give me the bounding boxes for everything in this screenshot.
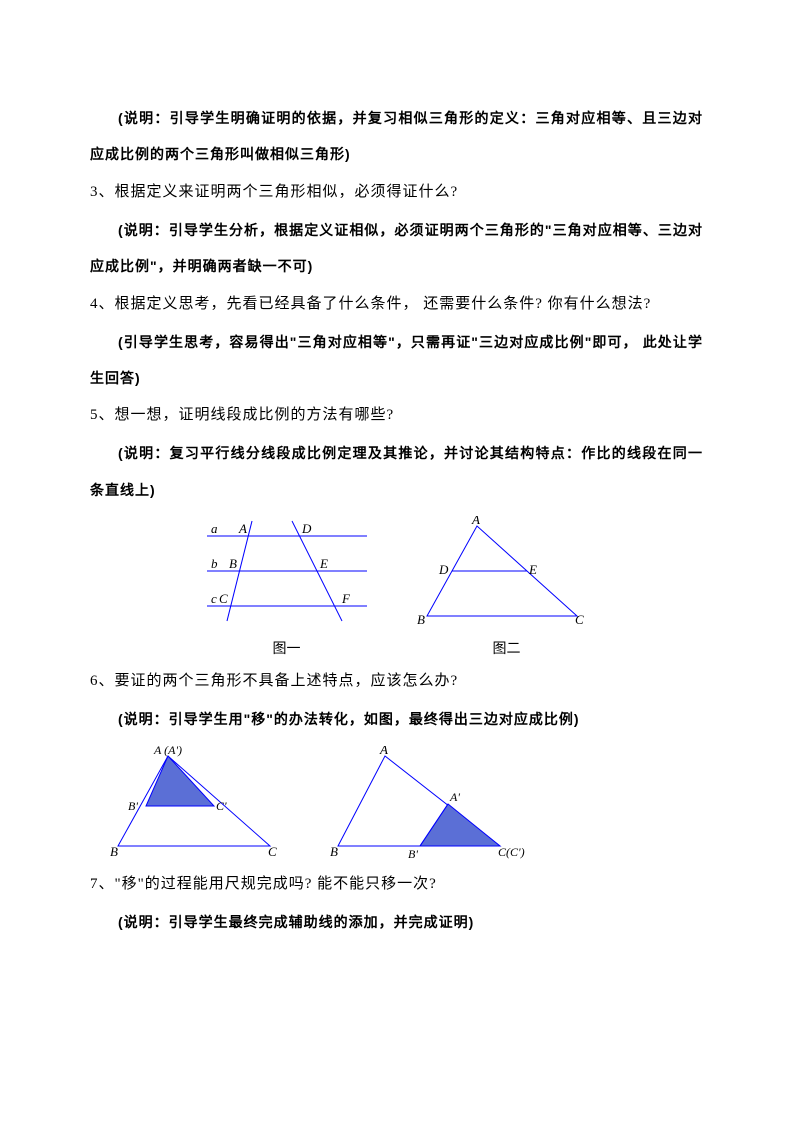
item-6: 6、要证的两个三角形不具备上述特点，应该怎么办?	[90, 662, 703, 701]
label-b: b	[211, 556, 218, 571]
label-B2: B	[417, 612, 425, 627]
figure-2: A B C D E 图二	[417, 516, 597, 658]
label-B4: B	[330, 844, 338, 859]
label-C: C	[219, 591, 228, 606]
label-Ap: A'	[449, 790, 460, 804]
note-3: (引导学生思考，容易得出"三角对应相等"，只需再证"三边对应成比例"即可， 此处…	[90, 324, 703, 397]
label-D2: D	[438, 562, 449, 577]
figure-row-1: a b c A D B E C F 图一 A B C D E	[90, 516, 703, 658]
note-4: (说明：复习平行线分线段成比例定理及其推论，并讨论其结构特点：作比的线段在同一条…	[90, 435, 703, 508]
note-2: (说明：引导学生分析，根据定义证相似，必须证明两个三角形的"三角对应相等、三边对…	[90, 212, 703, 285]
label-Bp4: B'	[408, 847, 418, 861]
item-7: 7、"移"的过程能用尺规完成吗? 能不能只移一次?	[90, 865, 703, 904]
figure-3: A (A') B C B' C'	[110, 746, 300, 861]
figure-1-caption: 图一	[273, 638, 301, 658]
label-D: D	[301, 521, 312, 536]
triangle-move-top-diagram: A (A') B C B' C'	[110, 746, 300, 861]
item-4: 4、根据定义思考，先看已经具备了什么条件， 还需要什么条件? 你有什么想法?	[90, 285, 703, 324]
label-E2: E	[528, 562, 537, 577]
figure-2-caption: 图二	[493, 638, 521, 658]
page: (说明：引导学生明确证明的依据，并复习相似三角形的定义：三角对应相等、且三边对应…	[0, 0, 793, 1000]
label-CC: C(C')	[498, 845, 525, 859]
label-B: B	[229, 556, 237, 571]
label-C3: C	[268, 844, 277, 859]
label-E: E	[319, 556, 328, 571]
label-a: a	[211, 521, 218, 536]
item-3: 3、根据定义来证明两个三角形相似，必须得证什么?	[90, 173, 703, 212]
label-c: c	[211, 591, 217, 606]
triangle-with-midline-diagram: A B C D E	[417, 516, 597, 636]
label-A2: A	[471, 516, 480, 527]
note-1: (说明：引导学生明确证明的依据，并复习相似三角形的定义：三角对应相等、且三边对应…	[90, 100, 703, 173]
figure-row-2: A (A') B C B' C' A B C(C') A' B'	[110, 746, 703, 861]
label-Cp: C'	[216, 799, 227, 813]
note-5: (说明：引导学生用"移"的办法转化，如图，最终得出三边对应成比例)	[90, 701, 703, 737]
label-F: F	[341, 591, 351, 606]
figure-1: a b c A D B E C F 图一	[197, 516, 377, 658]
label-B3: B	[110, 844, 118, 859]
label-A4: A	[379, 746, 388, 757]
item-5: 5、想一想，证明线段成比例的方法有哪些?	[90, 396, 703, 435]
label-AA: A (A')	[153, 746, 182, 757]
figure-4: A B C(C') A' B'	[330, 746, 530, 861]
label-C2: C	[575, 612, 584, 627]
parallel-lines-diagram: a b c A D B E C F	[197, 516, 377, 636]
label-Bp: B'	[128, 799, 138, 813]
label-A: A	[238, 521, 247, 536]
note-6: (说明：引导学生最终完成辅助线的添加，并完成证明)	[90, 904, 703, 940]
triangle-move-right-diagram: A B C(C') A' B'	[330, 746, 530, 861]
